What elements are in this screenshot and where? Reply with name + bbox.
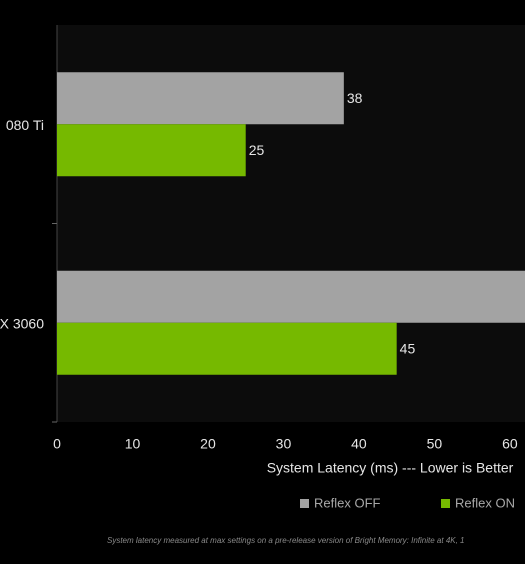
bar — [57, 270, 525, 323]
y-tick-label: 080 Ti — [6, 117, 44, 133]
value-label: 38 — [347, 90, 363, 106]
bar — [57, 322, 397, 375]
bars: 38 25 45 — [57, 72, 525, 375]
legend-label: Reflex OFF — [314, 495, 381, 510]
x-tick-label: 60 — [502, 436, 518, 452]
legend-swatch — [441, 499, 450, 508]
bar — [57, 124, 246, 177]
value-label: 25 — [249, 142, 265, 158]
x-axis-label: System Latency (ms) --- Lower is Better — [267, 460, 514, 476]
x-tick-label: 0 — [53, 436, 61, 452]
x-tick-label: 10 — [125, 436, 141, 452]
y-tick-label: X 3060 — [0, 315, 44, 331]
legend-swatch — [300, 499, 309, 508]
bar — [57, 72, 344, 125]
value-label: 45 — [400, 340, 416, 356]
x-tick-label: 50 — [427, 436, 443, 452]
footnote: System latency measured at max settings … — [107, 536, 465, 545]
x-tick-label: 40 — [351, 436, 367, 452]
x-tick-label: 30 — [276, 436, 292, 452]
x-tick-label: 20 — [200, 436, 216, 452]
legend-label: Reflex ON — [455, 495, 515, 510]
